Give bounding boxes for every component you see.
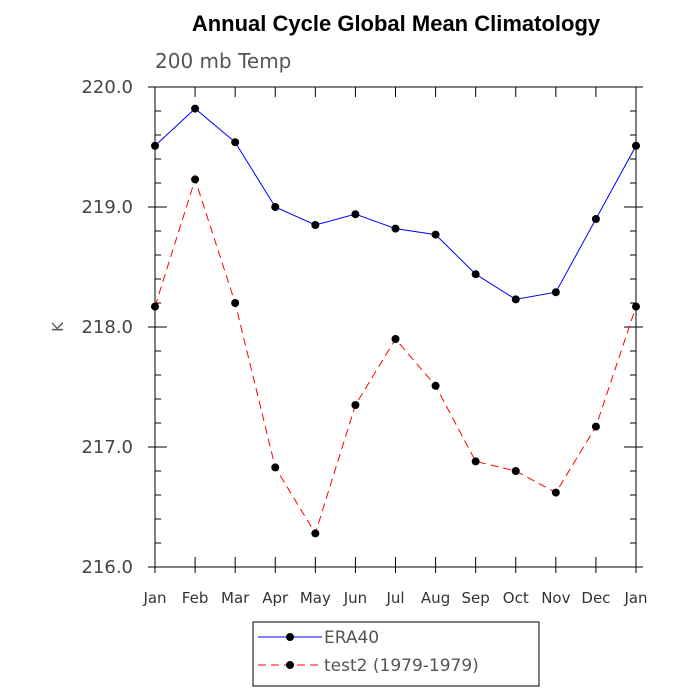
x-tick-label: Dec: [581, 589, 610, 607]
x-tick-label: Jan: [623, 589, 647, 607]
data-point: [511, 295, 520, 304]
x-tick-label: Aug: [421, 589, 450, 607]
data-point: [551, 488, 560, 497]
x-tick-label: May: [300, 589, 331, 607]
y-tick-label: 217.0: [81, 437, 133, 458]
data-point: [271, 203, 280, 211]
data-point: [351, 210, 360, 219]
data-point: [471, 457, 480, 466]
data-point: [311, 529, 320, 538]
y-axis-label: K: [49, 321, 67, 332]
chart-title: Annual Cycle Global Mean Climatology: [192, 11, 601, 36]
plot-frame: [154, 86, 637, 568]
x-tick-label: Sep: [462, 589, 490, 607]
data-point: [351, 401, 360, 409]
data-point: [191, 104, 200, 113]
x-tick-label: Jun: [343, 589, 367, 607]
data-point: [151, 141, 159, 150]
legend: ERA40 test2 (1979-1979): [252, 621, 540, 687]
legend-label-1: ERA40: [324, 628, 379, 648]
data-point: [231, 138, 240, 147]
axis-ticks: Jan Feb Mar Apr May Jun Jul Aug Sep Oct Nov Dec Jan 2…: [81, 77, 647, 607]
y-tick-label: 220.0: [81, 77, 133, 98]
data-point: [431, 230, 440, 239]
legend-label-2: test2 (1979-1979): [324, 656, 479, 676]
x-tick-label: Jul: [385, 589, 404, 607]
y-tick-label: 216.0: [81, 557, 133, 578]
legend-box: [252, 621, 540, 687]
data-point: [151, 302, 159, 311]
data-point: [632, 141, 640, 150]
data-point: [271, 463, 280, 472]
y-tick-label: 218.0: [81, 317, 133, 338]
data-point: [391, 224, 400, 233]
data-point: [391, 335, 400, 343]
data-point: [551, 288, 560, 297]
x-tick-label: Jan: [142, 589, 166, 607]
x-tick-label: Nov: [541, 589, 570, 607]
chart-subtitle: 200 mb Temp: [155, 49, 291, 73]
series-line-1: [154, 107, 637, 300]
data-point: [591, 422, 600, 431]
data-point: [191, 175, 200, 184]
legend-marker-1: [286, 633, 294, 641]
data-point: [471, 270, 480, 279]
data-point: [591, 215, 600, 223]
series-layer: [151, 104, 640, 538]
data-point: [311, 221, 320, 229]
x-tick-label: Apr: [262, 589, 289, 607]
data-point: [231, 299, 240, 307]
data-point: [632, 302, 640, 311]
data-point: [511, 467, 520, 475]
x-tick-label: Mar: [221, 589, 250, 607]
y-tick-label: 219.0: [81, 197, 133, 218]
legend-marker-2: [286, 661, 294, 669]
x-tick-label: Feb: [182, 589, 209, 607]
x-tick-label: Oct: [503, 589, 529, 607]
data-point: [431, 381, 440, 390]
